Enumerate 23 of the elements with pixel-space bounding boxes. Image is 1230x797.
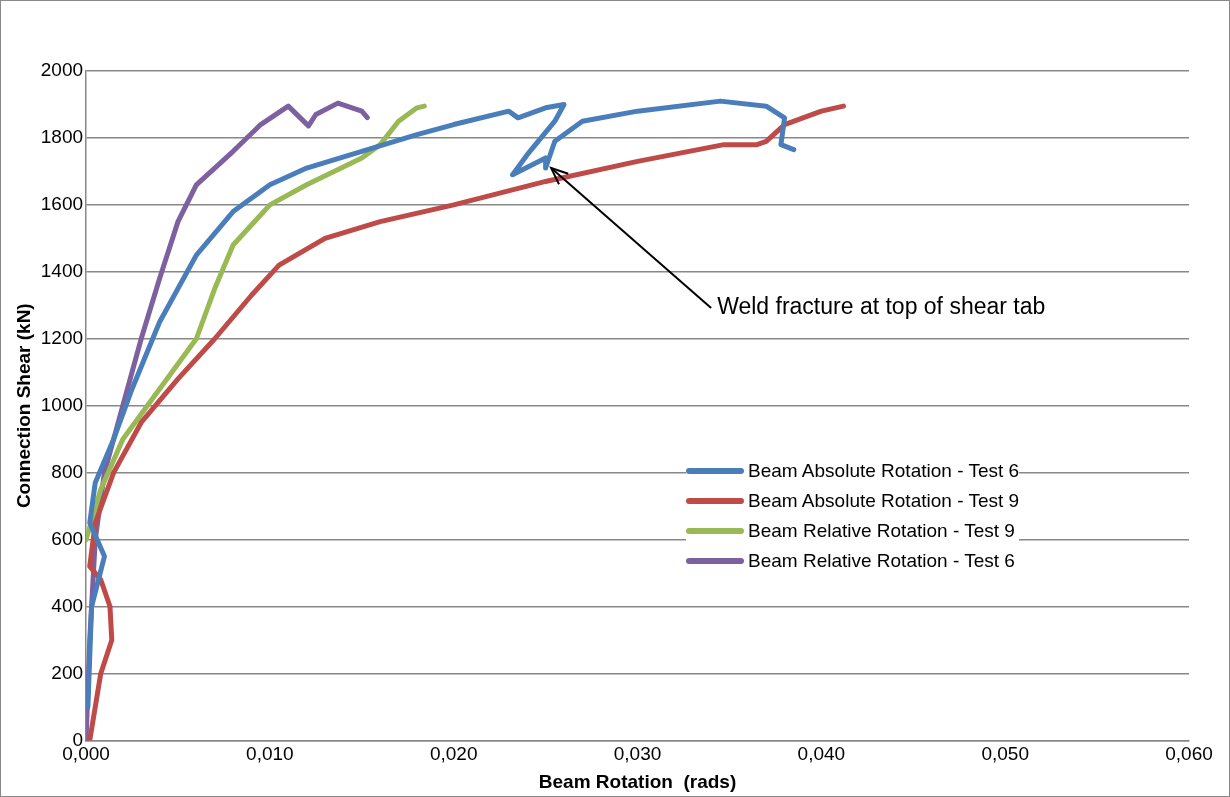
y-tick-label: 1200 bbox=[40, 326, 84, 348]
y-tick-label: 2000 bbox=[40, 59, 84, 81]
y-tick-label: 600 bbox=[51, 527, 84, 549]
legend-label: Beam Relative Rotation - Test 6 bbox=[748, 548, 1015, 573]
legend-label: Beam Relative Rotation - Test 9 bbox=[748, 518, 1015, 543]
legend-label: Beam Absolute Rotation - Test 6 bbox=[748, 458, 1020, 483]
x-tick-label: 0,040 bbox=[797, 743, 846, 765]
y-tick-label: 800 bbox=[51, 460, 84, 482]
y-tick-label: 1000 bbox=[40, 393, 84, 415]
x-axis-title: Beam Rotation (rads) bbox=[538, 770, 737, 792]
y-tick-label: 1400 bbox=[40, 260, 84, 282]
legend-label: Beam Absolute Rotation - Test 9 bbox=[748, 488, 1020, 513]
x-tick-label: 0,060 bbox=[1165, 743, 1213, 765]
y-tick-label: 200 bbox=[51, 661, 84, 683]
y-tick-label: 1800 bbox=[40, 126, 84, 148]
x-tick-label: 0,050 bbox=[981, 743, 1029, 765]
x-tick-label: 0,020 bbox=[429, 743, 478, 765]
y-tick-label: 400 bbox=[51, 594, 84, 616]
annotation: Weld fracture at top of shear tab bbox=[717, 293, 1046, 320]
y-axis-title: Connection Shear (kN) bbox=[12, 303, 34, 509]
y-tick-label: 1600 bbox=[40, 193, 84, 215]
x-tick-label: 0,010 bbox=[246, 743, 294, 765]
x-tick-label: 0,030 bbox=[613, 743, 662, 765]
